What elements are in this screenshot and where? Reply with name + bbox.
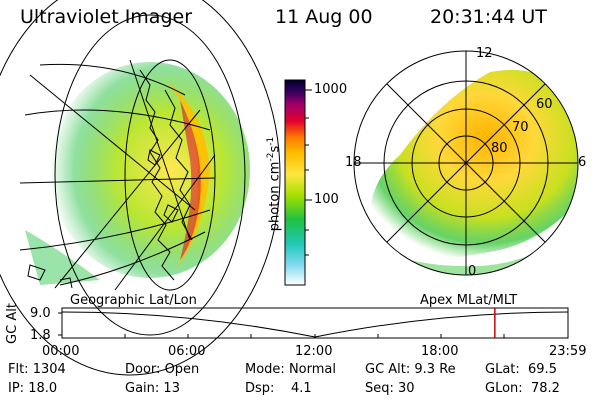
door-label: Door: [125, 362, 161, 377]
mlat-label-70: 70 [512, 120, 529, 135]
colorbar-unit-label: photon cm-2s-1 [266, 124, 282, 244]
mode-value: Normal [288, 362, 336, 377]
left-coastlines [27, 69, 193, 289]
dsp-label: Dsp: [245, 381, 275, 396]
glat-field: GLat: 69.5 [485, 362, 557, 377]
colorbar [284, 79, 312, 286]
left-panel-caption: Geographic Lat/Lon [70, 293, 197, 308]
app-title: Ultraviolet Imager [20, 6, 193, 28]
seq-value: 30 [398, 381, 415, 396]
mlat-label-60: 60 [536, 97, 553, 112]
altitude-xtick-2359: 23:59 [549, 344, 587, 359]
colorbar-unit-mid: s [267, 145, 283, 153]
gain-label: Gain: [125, 381, 160, 396]
altitude-ylabel: GC Alt [4, 303, 20, 344]
glat-label: GLat: [485, 362, 520, 377]
colorbar-unit-exp2: -1 [266, 136, 276, 146]
gcalt-value: 9.3 Re [414, 362, 456, 377]
dsp-value: 4.1 [290, 381, 312, 396]
time-label: 20:31:44 UT [430, 6, 547, 28]
colorbar-tick-100: 100 [314, 192, 339, 207]
colorbar-tick-1000: 1000 [314, 82, 348, 97]
ip-field: IP: 18.0 [8, 381, 57, 396]
mode-field: Mode: Normal [245, 362, 336, 377]
seq-label: Seq: [365, 381, 394, 396]
altitude-plot [58, 307, 569, 339]
mlat-label-80: 80 [491, 141, 508, 156]
flt-label: Flt: [8, 362, 29, 377]
ip-value: 18.0 [28, 381, 58, 396]
mlt-label-18: 18 [345, 155, 362, 170]
door-field: Door: Open [125, 362, 199, 377]
mode-label: Mode: [245, 362, 285, 377]
seq-field: Seq: 30 [365, 381, 415, 396]
left-geo-grid [0, 0, 281, 376]
date-label: 11 Aug 00 [275, 6, 373, 28]
altitude-xtick-1200: 12:00 [295, 344, 333, 359]
altitude-xtick-0000: 00:00 [42, 344, 80, 359]
altitude-xtick-1800: 18:00 [421, 344, 459, 359]
right-panel-caption: Apex MLat/MLT [420, 293, 518, 308]
glon-value: 78.2 [530, 381, 560, 396]
colorbar-unit-exp1: -2 [266, 152, 276, 162]
gcalt-field: GC Alt: 9.3 Re [365, 362, 456, 377]
altitude-ytick-1-8: 1.8 [30, 328, 51, 343]
glon-field: GLon: 78.2 [485, 381, 560, 396]
right-polar-plot [353, 50, 579, 276]
mlt-label-12: 12 [476, 46, 493, 61]
altitude-ytick-9: 9.0 [30, 306, 51, 321]
gain-value: 13 [163, 381, 180, 396]
gain-field: Gain: 13 [125, 381, 180, 396]
flt-value: 1304 [32, 362, 66, 377]
mlt-label-6: 6 [578, 155, 587, 170]
glon-label: GLon: [485, 381, 523, 396]
door-value: Open [164, 362, 200, 377]
mlt-label-0: 0 [468, 264, 477, 279]
colorbar-unit-main: photon cm [267, 161, 283, 232]
flt-field: Flt: 1304 [8, 362, 66, 377]
glat-value: 69.5 [528, 362, 557, 377]
altitude-xtick-0600: 06:00 [168, 344, 206, 359]
left-aurora-image [25, 62, 250, 285]
ip-label: IP: [8, 381, 25, 396]
gcalt-label: GC Alt: [365, 362, 411, 377]
dsp-field: Dsp: 4.1 [245, 381, 312, 396]
